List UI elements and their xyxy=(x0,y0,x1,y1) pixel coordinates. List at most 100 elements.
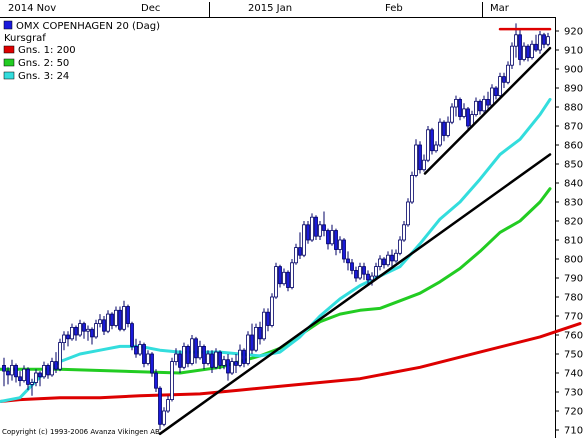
y-axis: 710 720 730 740 750 760 770 780 790 800 810 820 830 8… xyxy=(555,27,583,437)
candle-up xyxy=(378,258,382,267)
y-tick-label: 850 xyxy=(564,160,583,171)
candle-down xyxy=(314,216,318,237)
candle-up xyxy=(98,319,102,324)
y-tick-label: 900 xyxy=(564,65,583,76)
candle-up xyxy=(274,266,278,298)
candle-down xyxy=(234,361,238,366)
y-tick-label: 840 xyxy=(564,179,583,190)
candle-up xyxy=(386,254,390,266)
candle-up xyxy=(530,43,534,58)
candle-down xyxy=(250,334,254,351)
y-tick-label: 860 xyxy=(564,141,583,152)
y-tick-label: 750 xyxy=(564,350,583,361)
candle-up xyxy=(446,121,450,136)
candle-up xyxy=(270,296,274,326)
candle-up xyxy=(474,100,478,116)
y-tick-label: 820 xyxy=(564,217,583,228)
candle-down xyxy=(518,34,522,60)
candle-down xyxy=(542,34,546,45)
candle-down xyxy=(526,45,530,59)
candle-up xyxy=(370,275,374,281)
legend: OMX COPENHAGEN 20 (Dag) Kursgraf Gns. 1:… xyxy=(3,20,160,82)
candle-down xyxy=(134,345,138,355)
candle-up xyxy=(106,313,110,332)
candle-up xyxy=(238,349,242,366)
candle-up xyxy=(182,345,186,368)
candle-down xyxy=(210,353,214,368)
candle-up xyxy=(490,87,494,106)
candle-up xyxy=(62,334,66,343)
candle-down xyxy=(154,372,158,389)
candle-up xyxy=(86,328,90,332)
y-tick-label: 920 xyxy=(564,27,583,38)
trend-line xyxy=(158,153,552,436)
candle-down xyxy=(390,254,394,262)
trend-line xyxy=(423,46,552,175)
trend-annotations xyxy=(158,27,552,436)
candle-down xyxy=(334,230,338,250)
candle-down xyxy=(130,323,134,347)
candle-down xyxy=(286,271,290,288)
candle-up xyxy=(482,99,486,112)
candle-up xyxy=(394,252,398,262)
candle-down xyxy=(266,311,270,326)
candle-down xyxy=(90,328,94,338)
candle-up xyxy=(206,353,210,364)
candle-down xyxy=(142,344,146,364)
candle-up xyxy=(546,36,550,45)
ma200-line xyxy=(0,322,582,403)
candle-down xyxy=(362,266,366,275)
candle-down xyxy=(534,43,538,51)
candle-down xyxy=(354,269,358,279)
candle-down xyxy=(150,353,154,374)
candle-down xyxy=(494,87,498,96)
candle-down xyxy=(2,364,6,372)
candle-up xyxy=(422,159,426,171)
candle-down xyxy=(418,144,422,171)
candle-down xyxy=(326,230,330,245)
candle-up xyxy=(30,382,34,385)
candle-down xyxy=(194,338,198,359)
y-tick-label: 880 xyxy=(564,103,583,114)
candle-down xyxy=(242,349,246,364)
candle-down xyxy=(178,353,182,368)
candle-up xyxy=(498,76,502,96)
chart-title: OMX COPENHAGEN 20 (Dag) xyxy=(16,21,160,32)
candle-up xyxy=(410,174,414,203)
candle-down xyxy=(218,351,222,366)
x-tick-label: Feb xyxy=(385,3,403,14)
moving-average-lines xyxy=(0,97,582,403)
candle-up xyxy=(162,410,166,425)
ma24-line xyxy=(0,97,552,403)
candle-up xyxy=(10,364,14,376)
candle-down xyxy=(226,359,230,374)
candle-up xyxy=(230,361,234,374)
candle-down xyxy=(102,319,106,332)
candle-down xyxy=(186,345,190,364)
candle-up xyxy=(94,323,98,338)
title-marker xyxy=(3,20,13,30)
legend-swatch-ma200 xyxy=(3,45,15,54)
candle-up xyxy=(222,359,226,366)
candle-up xyxy=(406,201,410,226)
candle-up xyxy=(70,326,74,340)
legend-label-ma24: Gns. 3: 24 xyxy=(18,71,69,82)
candle-up xyxy=(122,306,126,330)
candle-up xyxy=(426,129,430,161)
candle-up xyxy=(174,353,178,362)
candle-up xyxy=(146,353,150,364)
candle-down xyxy=(258,326,262,340)
candle-down xyxy=(14,364,18,378)
y-tick-label: 770 xyxy=(564,312,583,323)
candle-down xyxy=(486,99,490,106)
candle-down xyxy=(158,387,162,425)
candle-up xyxy=(198,345,202,359)
candle-down xyxy=(430,129,434,152)
candle-up xyxy=(506,64,510,83)
candle-up xyxy=(338,239,342,250)
candle-up xyxy=(414,144,418,176)
y-tick-label: 730 xyxy=(564,388,583,399)
y-tick-label: 830 xyxy=(564,198,583,209)
candle-down xyxy=(110,313,114,326)
legend-swatch-ma24 xyxy=(3,71,15,80)
